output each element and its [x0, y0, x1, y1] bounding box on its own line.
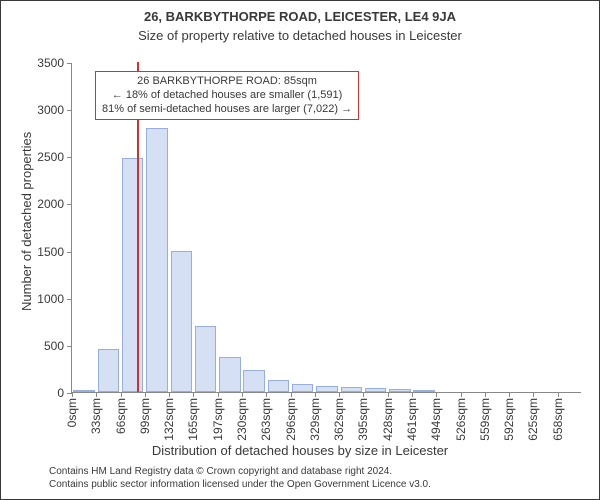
- y-tick: [67, 299, 72, 300]
- x-tick: [388, 392, 389, 397]
- x-tick-label: 592sqm: [502, 398, 516, 441]
- histogram-bar: [341, 387, 362, 392]
- chart-title: 26, BARKBYTHORPE ROAD, LEICESTER, LE4 9J…: [1, 9, 599, 24]
- x-tick-label: 99sqm: [138, 398, 152, 434]
- x-tick: [485, 392, 486, 397]
- annotation-line-1: 26 BARKBYTHORPE ROAD: 85sqm: [102, 75, 352, 89]
- x-tick: [363, 392, 364, 397]
- x-tick-label: 362sqm: [332, 398, 346, 441]
- y-tick-label: 1500: [37, 245, 64, 259]
- y-tick: [67, 110, 72, 111]
- y-tick: [67, 252, 72, 253]
- histogram-bar: [292, 384, 313, 392]
- y-tick-label: 0: [57, 386, 64, 400]
- histogram-bar: [268, 380, 289, 392]
- y-tick: [67, 63, 72, 64]
- histogram-bar: [122, 158, 143, 392]
- x-tick-label: 66sqm: [114, 398, 128, 434]
- x-tick: [72, 392, 73, 397]
- histogram-bar: [98, 349, 119, 392]
- histogram-bar: [365, 388, 386, 392]
- x-tick-label: 428sqm: [381, 398, 395, 441]
- y-tick-label: 2500: [37, 150, 64, 164]
- x-tick-label: 230sqm: [235, 398, 249, 441]
- x-tick-label: 494sqm: [429, 398, 443, 441]
- x-tick-label: 132sqm: [162, 398, 176, 441]
- y-tick-label: 2000: [37, 197, 64, 211]
- y-tick: [67, 157, 72, 158]
- x-tick: [461, 392, 462, 397]
- x-tick: [169, 392, 170, 397]
- x-tick: [266, 392, 267, 397]
- x-axis-label: Distribution of detached houses by size …: [1, 443, 599, 458]
- histogram-bar: [171, 251, 192, 392]
- x-tick-label: 165sqm: [186, 398, 200, 441]
- footer-line-1: Contains HM Land Registry data © Crown c…: [49, 466, 392, 477]
- x-tick: [558, 392, 559, 397]
- x-tick: [533, 392, 534, 397]
- marker-annotation: 26 BARKBYTHORPE ROAD: 85sqm ← 18% of det…: [95, 71, 359, 120]
- x-tick: [218, 392, 219, 397]
- x-tick-label: 263sqm: [259, 398, 273, 441]
- histogram-bar: [219, 357, 240, 392]
- x-tick: [145, 392, 146, 397]
- x-tick-label: 395sqm: [356, 398, 370, 441]
- y-tick-label: 3500: [37, 56, 64, 70]
- x-tick-label: 658sqm: [551, 398, 565, 441]
- x-tick-label: 559sqm: [478, 398, 492, 441]
- x-tick-label: 625sqm: [526, 398, 540, 441]
- annotation-line-3: 81% of semi-detached houses are larger (…: [102, 103, 352, 117]
- x-tick-label: 461sqm: [405, 398, 419, 441]
- y-tick-label: 3000: [37, 103, 64, 117]
- x-tick-label: 526sqm: [454, 398, 468, 441]
- footer-line-2: Contains public sector information licen…: [49, 479, 431, 490]
- annotation-line-2: ← 18% of detached houses are smaller (1,…: [102, 89, 352, 103]
- x-tick-label: 329sqm: [308, 398, 322, 441]
- x-tick: [242, 392, 243, 397]
- chart-subtitle: Size of property relative to detached ho…: [1, 28, 599, 43]
- chart-frame: 26, BARKBYTHORPE ROAD, LEICESTER, LE4 9J…: [0, 0, 600, 500]
- x-tick-label: 33sqm: [89, 398, 103, 434]
- x-tick: [315, 392, 316, 397]
- histogram-bar: [195, 326, 216, 392]
- x-tick-label: 197sqm: [211, 398, 225, 441]
- x-tick: [96, 392, 97, 397]
- histogram-bar: [243, 370, 264, 392]
- x-tick: [121, 392, 122, 397]
- y-tick: [67, 346, 72, 347]
- x-tick: [193, 392, 194, 397]
- histogram-bar: [389, 389, 410, 392]
- y-axis-label: Number of detached properties: [19, 132, 34, 311]
- y-tick-label: 1000: [37, 292, 64, 306]
- x-tick-label: 296sqm: [284, 398, 298, 441]
- histogram-bar: [316, 386, 337, 392]
- x-tick: [339, 392, 340, 397]
- y-tick: [67, 204, 72, 205]
- x-tick-label: 0sqm: [65, 398, 79, 427]
- y-tick-label: 500: [44, 339, 64, 353]
- histogram-bar: [146, 128, 167, 392]
- histogram-bar: [413, 390, 434, 392]
- x-tick: [291, 392, 292, 397]
- histogram-bar: [73, 390, 94, 392]
- x-tick: [412, 392, 413, 397]
- x-tick: [509, 392, 510, 397]
- x-tick: [436, 392, 437, 397]
